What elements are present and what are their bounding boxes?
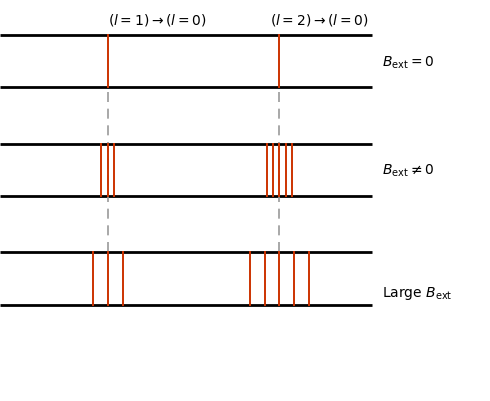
Text: $(l = 1) \rightarrow (l = 0)$: $(l = 1) \rightarrow (l = 0)$ <box>108 12 207 28</box>
Text: $B_\mathrm{ext} \neq 0$: $B_\mathrm{ext} \neq 0$ <box>382 162 435 178</box>
Text: $(l = 2) \rightarrow (l = 0)$: $(l = 2) \rightarrow (l = 0)$ <box>270 12 368 28</box>
Text: Large $B_\mathrm{ext}$: Large $B_\mathrm{ext}$ <box>382 284 453 301</box>
Text: $B_\mathrm{ext} = 0$: $B_\mathrm{ext} = 0$ <box>382 54 435 70</box>
